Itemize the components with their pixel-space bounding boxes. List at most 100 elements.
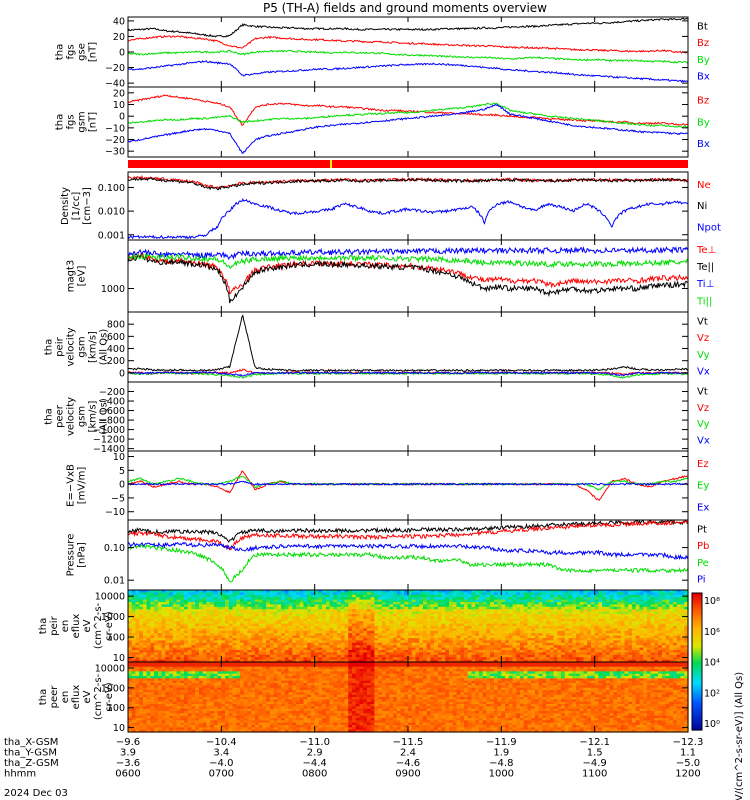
ytick-label: 0 [119, 480, 125, 491]
ytick-label: 5 [119, 466, 125, 477]
legend-item: Pb [697, 541, 709, 552]
xaxis-value: −4.8 [489, 758, 513, 769]
xaxis-value: −5.0 [676, 758, 700, 769]
svg-text:(All Qs): (All Qs) [99, 398, 110, 435]
panel-pressure: 0.10 0.01 Pressure [nPa] Pt Pb Pe Pi [66, 519, 709, 591]
xaxis-value: −11.0 [299, 737, 330, 748]
ylabel-peer_vel: tha peer velocity gsm [km/s] (All Qs) [44, 397, 110, 436]
legend-item: Ex [697, 502, 709, 513]
xaxis-value: 3.4 [213, 748, 229, 759]
xaxis-row-label: tha_X-GSM [4, 737, 58, 748]
svg-text:eflux: eflux [71, 614, 82, 639]
series-density-Ne [127, 174, 689, 190]
series-temp-Te|| [127, 254, 689, 304]
date-label: 2024 Dec 03 [4, 788, 68, 799]
series-temp-Ti⊥ [127, 245, 689, 261]
svg-text:tha: tha [55, 44, 66, 60]
ylabel-efield: E=−VxB [mV/m] [66, 464, 88, 507]
legend-pressure: Pt Pb Pe Pi [697, 525, 709, 586]
svg-text:tha: tha [38, 618, 49, 634]
xaxis-value: 3.9 [120, 748, 136, 759]
legend-density: Ne Ni Npot [697, 180, 721, 234]
legend-item: Ez [697, 459, 709, 470]
colorbar-tick: 10² [704, 688, 720, 699]
legend-fgs_gsm: Bz By Bx [697, 95, 710, 150]
panel-peir_flux: 10000 1000 100 10 tha peir en eflux eV (cm^2-s-sr… [38, 589, 689, 664]
ytick-label: −200 [99, 387, 125, 398]
xaxis-value: −10.4 [206, 737, 237, 748]
ephemeris-bar [128, 160, 688, 168]
legend-item: Ni [697, 201, 707, 212]
ytick-label: 100 [107, 633, 125, 644]
ytick-label: 0.10 [104, 543, 125, 554]
legend-item: Pt [697, 525, 707, 536]
legend-item: Te⊥ [696, 245, 716, 256]
xaxis-value: 1100 [582, 769, 607, 780]
legend-temp: Te⊥ Te|| Ti⊥ Ti|| [696, 245, 716, 307]
ytick-label: −1000 [93, 425, 125, 436]
svg-text:peir: peir [55, 336, 66, 356]
series-pressure-Pe [127, 544, 689, 583]
ylabel-density: Density [1/cc] [cm−3] [60, 187, 93, 225]
xaxis-row-label: hhmm [4, 769, 36, 780]
panel-temp: 1000 magt3 [eV] Te⊥ Te|| Ti⊥ Ti|| [66, 239, 716, 313]
svg-text:gsm: gsm [77, 336, 88, 357]
ytick-label: 0 [119, 48, 125, 59]
heatmap-peer_flux [128, 662, 689, 733]
svg-text:Density: Density [60, 187, 71, 225]
colorbar: 10⁸ 10⁶ 10⁴ 10² 10⁰ [eV/(cm^2-s-sr-eV)] (All … [691, 592, 745, 800]
legend-efield: Ez Ey Ex [697, 459, 709, 513]
colorbar-tick: 10⁰ [704, 719, 720, 730]
ytick-label: 0.010 [98, 207, 125, 218]
xaxis-row-label: tha_Y-GSM [4, 748, 57, 759]
svg-text:[mV/m]: [mV/m] [77, 467, 88, 505]
xaxis-value: 2.4 [400, 748, 416, 759]
svg-text:fgs: fgs [66, 44, 77, 59]
panel-peer_flux: 10000 1000 100 10 tha peer en eflux eV (cm^2-s-sr… [38, 661, 689, 734]
panel-peer_vel: −200−400−600−800−1000−1200−1400 tha peer ve… [44, 381, 710, 455]
series-peir_vel-Vt [127, 314, 689, 373]
ytick-label: −10 [105, 123, 125, 134]
xaxis-value: 1.9 [493, 748, 509, 759]
legend-item: Bx [697, 72, 710, 83]
x-axis-labels: tha_X-GSM −9.6 −10.4 −11.0 −11.5 −11.9 −12.1 −1… [4, 737, 703, 780]
xaxis-value: −11.5 [393, 737, 424, 748]
series-density-Ni [127, 176, 688, 191]
legend-item: Bx [697, 139, 710, 150]
svg-text:[nPa]: [nPa] [77, 542, 88, 568]
svg-text:tha: tha [55, 114, 66, 130]
series-fgs_gsm-Bx [127, 104, 689, 155]
legend-peir_vel: Vt Vz Vy Vx [697, 317, 710, 378]
ylabel-peir_flux: tha peir en eflux eV (cm^2-s-sr-eV) [38, 602, 115, 649]
legend-item: By [697, 117, 710, 128]
xaxis-value: −4.4 [303, 758, 327, 769]
ytick-label: −1200 [93, 435, 125, 446]
legend-item: Te|| [696, 262, 714, 273]
ylabel-peer_flux: tha peer en eflux eV (cm^2-s-sr-eV) [38, 673, 115, 720]
ytick-label: −40 [105, 79, 125, 90]
legend-item: Npot [697, 222, 721, 233]
svg-text:en: en [60, 620, 71, 633]
colorbar-tick: 10⁸ [704, 596, 720, 607]
series-fgs_gse-By [127, 49, 689, 64]
series-pressure-Pi [127, 541, 689, 561]
svg-text:gse: gse [77, 43, 88, 61]
ytick-label: 400 [107, 344, 125, 355]
ytick-label: 10000 [95, 663, 125, 674]
svg-text:[km/s]: [km/s] [88, 400, 99, 432]
legend-fgs_gse: Bt Bz By Bx [697, 22, 710, 83]
ylabel-fgs_gsm: tha fgs gsm [nT] [55, 111, 99, 132]
ytick-label: 200 [107, 356, 125, 367]
ytick-label: 0.001 [98, 230, 125, 241]
legend-item: Bt [697, 22, 708, 33]
panel-fgs_gse: 40 20 0 −20 −40 tha fgs gse [nT] Bt Bz By Bx [55, 16, 710, 89]
xaxis-value: −4.9 [583, 758, 607, 769]
ylabel-peir_vel: tha peir velocity gsm [km/s] (All Qs) [44, 327, 110, 366]
svg-text:[nT]: [nT] [88, 42, 99, 62]
series-fgs_gsm-By [127, 102, 689, 129]
legend-item: Vy [697, 350, 710, 361]
svg-text:peir: peir [49, 615, 60, 635]
ytick-label: −30 [105, 147, 125, 158]
ytick-label: −5 [111, 493, 125, 504]
svg-text:E=−VxB: E=−VxB [66, 464, 77, 507]
